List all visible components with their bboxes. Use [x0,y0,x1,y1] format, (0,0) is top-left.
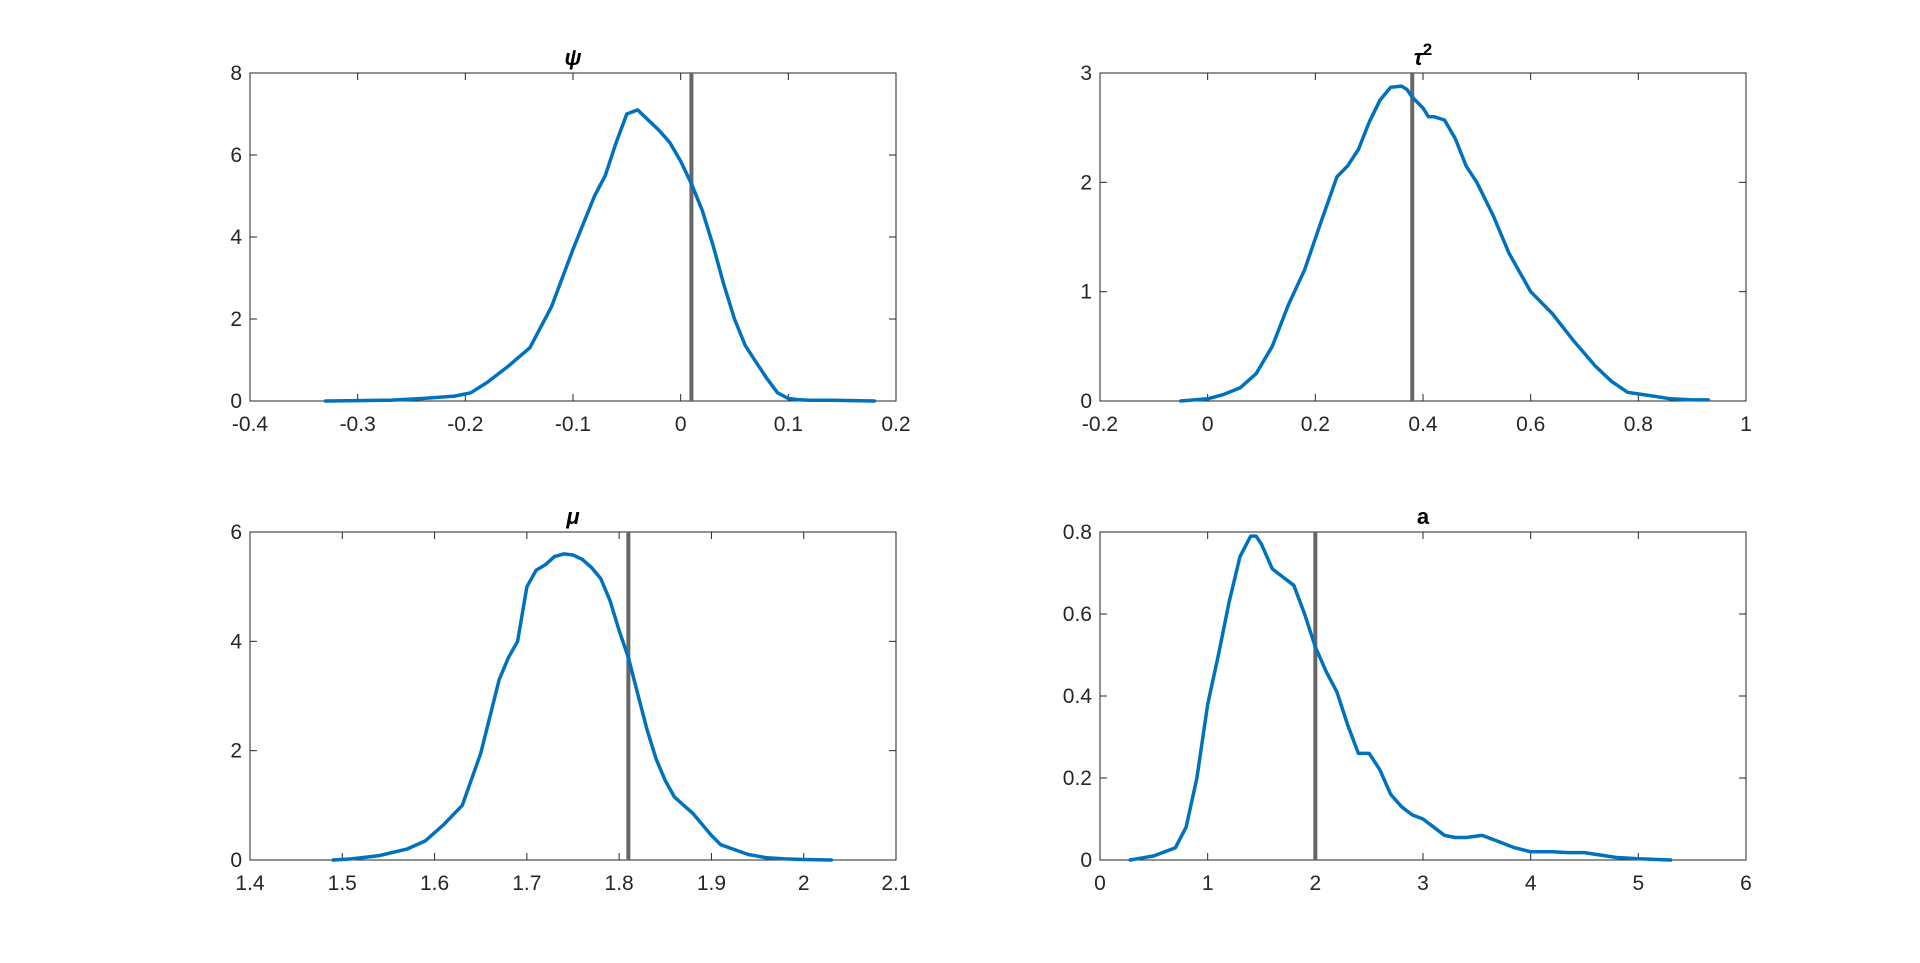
y-tick-label: 0 [230,849,242,872]
density-curve [1179,84,1711,403]
axes-box [249,72,897,402]
x-tick-label: -0.4 [232,413,269,436]
x-tick-label: 0.8 [1624,413,1653,436]
x-tick-label: 1 [1202,872,1214,895]
x-tick-label: 5 [1632,872,1644,895]
x-tick-label: -0.2 [447,413,483,436]
x-tick-label: 1.9 [697,872,726,895]
y-tick-label: 0 [1080,390,1092,413]
y-tick-label: 4 [230,630,242,653]
x-tick-label: 1.4 [235,872,265,895]
x-tick-label: 1.8 [605,872,634,895]
y-tick-label: 3 [1080,62,1092,85]
axes-box [249,531,897,861]
x-tick-label: -0.2 [1082,413,1118,436]
x-tick-label: 1.7 [512,872,541,895]
y-tick-label: 1 [1080,281,1092,304]
panel-title: a [1417,504,1430,529]
x-tick-label: 0 [1094,872,1106,895]
y-tick-label: 6 [230,521,242,544]
y-tick-label: 8 [230,62,242,85]
panel-title: ψ [564,45,581,70]
x-tick-label: 0.6 [1516,413,1545,436]
x-tick-label: 0.1 [774,413,803,436]
x-tick-label: -0.3 [340,413,376,436]
y-tick-label: 0.4 [1063,685,1093,708]
x-tick-label: 4 [1525,872,1537,895]
x-tick-label: 0.2 [1301,413,1330,436]
x-tick-label: 2 [798,872,810,895]
x-tick-label: 2 [1309,872,1321,895]
y-tick-label: 2 [230,308,242,331]
y-tick-label: 2 [230,740,242,763]
y-tick-label: 0.2 [1063,767,1092,790]
panel-title: τ2 [1414,40,1432,70]
chart-panel-4: 0 1 2 3 4 5 6 0 0.2 0.4 0.6 0.8 a [1063,504,1752,895]
x-tick-label: 0.4 [1408,413,1438,436]
x-tick-label: 0 [1202,413,1214,436]
y-tick-label: 0.8 [1063,521,1092,544]
panel-title: μ [565,504,579,529]
x-tick-label: 1.5 [328,872,357,895]
density-curve [323,108,877,403]
x-tick-label: 1 [1740,413,1752,436]
y-tick-label: 0 [230,390,242,413]
axes-box [1099,531,1747,861]
y-tick-label: 2 [1080,171,1092,194]
x-tick-label: 3 [1417,872,1429,895]
x-tick-label: 0 [675,413,687,436]
y-tick-label: 0.6 [1063,603,1092,626]
y-tick-label: 4 [230,226,242,249]
chart-panel-3: 1.4 1.5 1.6 1.7 1.8 1.9 2 2.1 0 2 4 6 μ [230,504,910,895]
x-tick-label: 2.1 [881,872,910,895]
y-tick-label: 6 [230,144,242,167]
x-tick-label: 0.2 [881,413,910,436]
y-tick-label: 0 [1080,849,1092,872]
axes-box [1099,72,1747,402]
x-tick-label: -0.1 [555,413,591,436]
density-curve [1128,534,1673,862]
density-curve [331,552,834,862]
x-tick-label: 1.6 [420,872,449,895]
x-tick-label: 6 [1740,872,1752,895]
chart-panel-1: -0.4 -0.3 -0.2 -0.1 0 0.1 0.2 0 2 4 6 8 ψ [230,45,910,436]
